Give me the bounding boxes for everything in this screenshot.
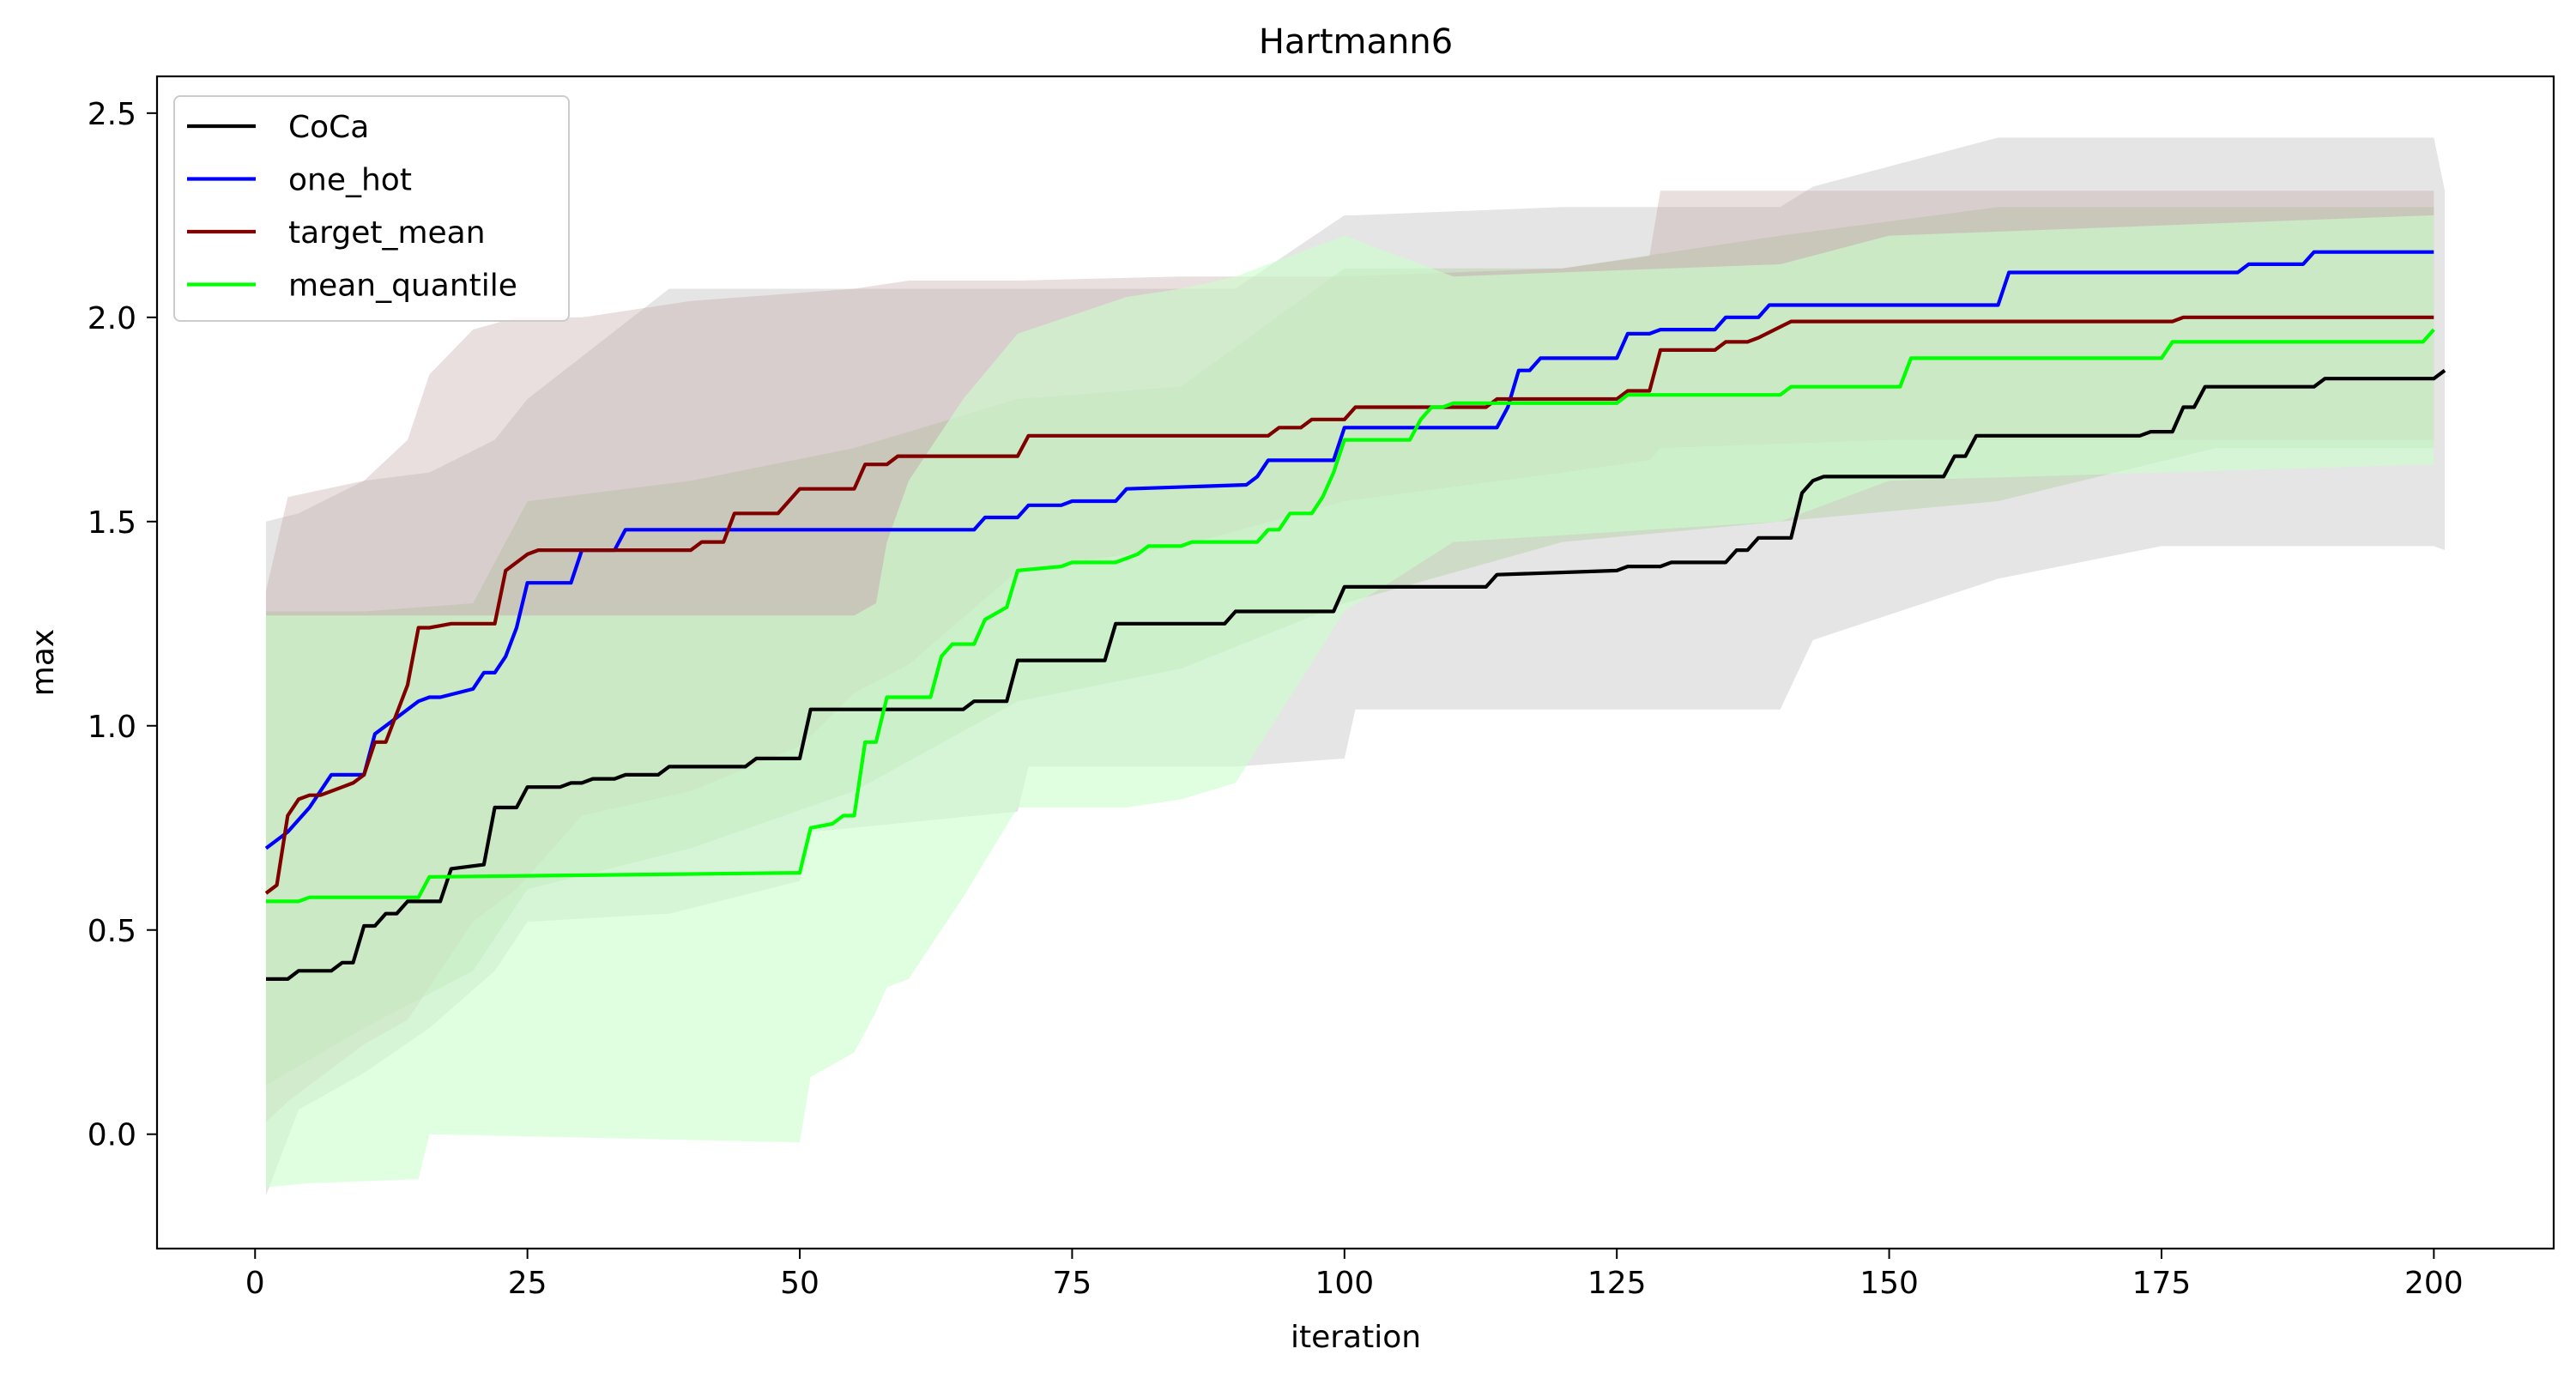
line-mean-quantile bbox=[266, 328, 2435, 904]
x-axis-label: iteration bbox=[1291, 1320, 1421, 1355]
y-tick-label: 2.5 bbox=[88, 97, 136, 132]
x-tick-label: 50 bbox=[780, 1266, 819, 1301]
line-CoCa bbox=[266, 369, 2446, 981]
y-axis-label: max bbox=[26, 629, 61, 696]
x-tick-label: 0 bbox=[245, 1266, 265, 1301]
x-tick-label: 200 bbox=[2404, 1266, 2464, 1301]
y-tick-label: 2.0 bbox=[88, 301, 136, 336]
y-tick-label: 0.0 bbox=[88, 1118, 136, 1153]
x-tick-label: 25 bbox=[508, 1266, 547, 1301]
plot-frame bbox=[155, 75, 2555, 1250]
legend-label-target-mean: target_mean bbox=[288, 215, 486, 251]
chart-title: Hartmann6 bbox=[1259, 22, 1453, 62]
y-tick-label: 1.0 bbox=[88, 710, 136, 745]
line-one-hot bbox=[264, 250, 2434, 850]
confidence-bands bbox=[265, 137, 2446, 1196]
legend: CoCa one_hot target_mean mean_quantile bbox=[173, 95, 570, 322]
legend-box bbox=[173, 95, 570, 322]
y-tick-label: 0.5 bbox=[88, 914, 136, 949]
x-tick-label: 125 bbox=[1587, 1266, 1647, 1301]
y-tick-label: 1.5 bbox=[88, 505, 136, 541]
legend-label-CoCa: CoCa bbox=[288, 110, 369, 145]
x-tick-label: 75 bbox=[1053, 1266, 1092, 1301]
band-mean-quantile bbox=[265, 215, 2434, 1188]
line-target-mean bbox=[264, 315, 2434, 895]
legend-label-mean-quantile: mean_quantile bbox=[288, 269, 517, 304]
legend-label-one-hot: one_hot bbox=[288, 163, 412, 198]
x-axis: 0 25 50 75 100 125 150 175 200 bbox=[245, 1249, 2464, 1301]
y-axis: 0.0 0.5 1.0 1.5 2.0 2.5 bbox=[88, 97, 157, 1153]
x-tick-label: 100 bbox=[1315, 1266, 1374, 1301]
x-tick-label: 150 bbox=[1859, 1266, 1919, 1301]
series-lines bbox=[264, 250, 2446, 981]
x-tick-label: 175 bbox=[2132, 1266, 2192, 1301]
